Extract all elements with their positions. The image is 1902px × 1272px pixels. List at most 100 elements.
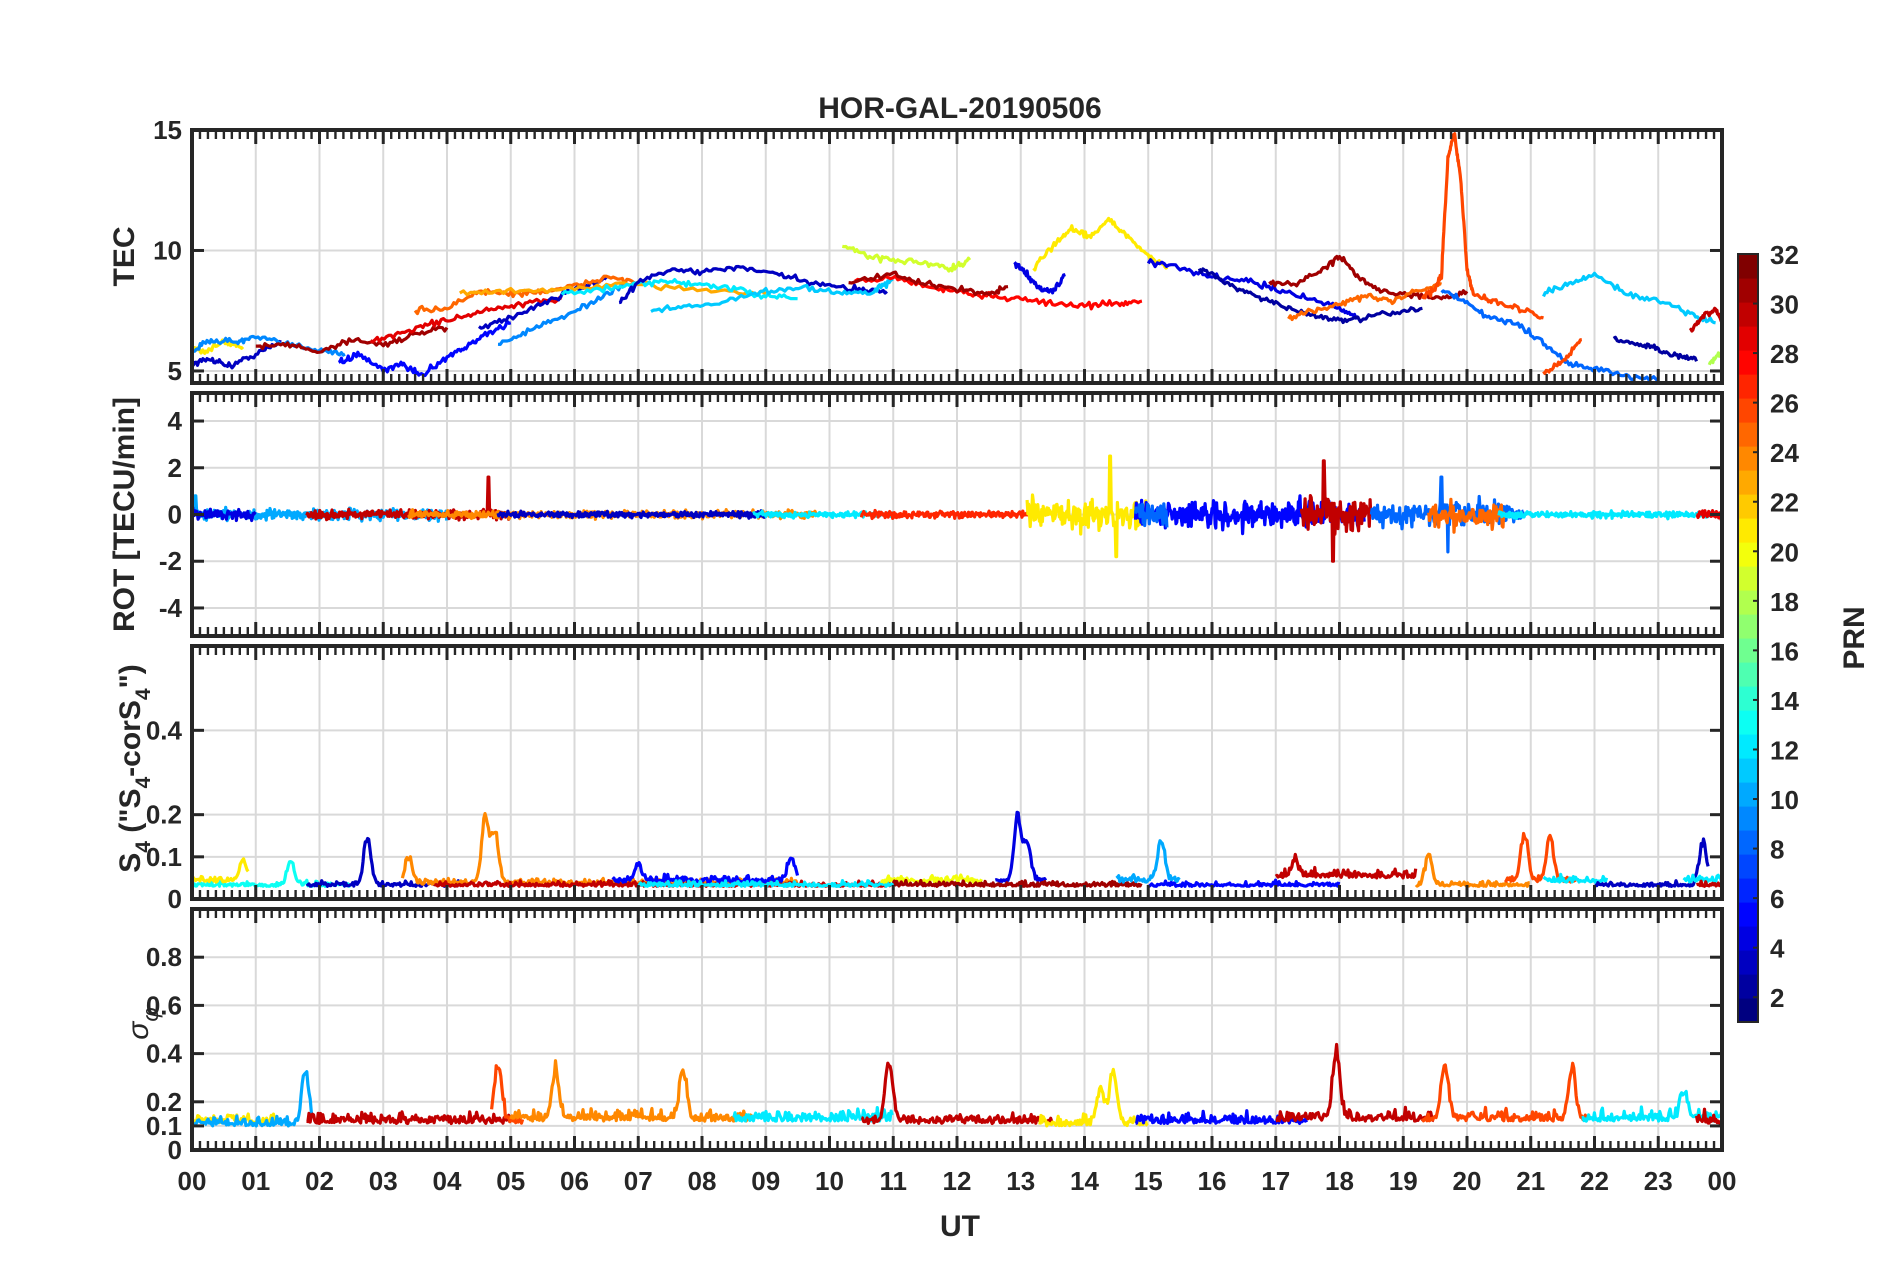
x-tick-label: 02 — [305, 1166, 334, 1196]
series-line-tec-prn9-7 — [497, 282, 626, 346]
colorbar-band — [1738, 638, 1758, 663]
panel-rot: -4 -2 0 2 4 ROT [TECU/min] — [108, 391, 1724, 638]
series-line-tec-prn29-5 — [369, 296, 563, 344]
series-line-tec-prn28-13 — [854, 274, 1143, 311]
series-line-rot-prn21-7 — [1025, 454, 1150, 559]
colorbar-band — [1738, 494, 1758, 519]
series-line-sigma-prn30-9 — [1275, 1042, 1435, 1123]
series-line-tec-prn31-20 — [1268, 254, 1469, 301]
series-line-sigma-prn21-7 — [1038, 1067, 1149, 1128]
series-line-sigma-prn26-10 — [1420, 1061, 1589, 1123]
x-tick-label: 14 — [1070, 1166, 1099, 1196]
x-tick-label: 01 — [241, 1166, 270, 1196]
x-tick-label: 05 — [496, 1166, 525, 1196]
y-tick-label: 0 — [168, 500, 182, 530]
y-axis-label-rot: ROT [TECU/min] — [108, 397, 141, 632]
chart-title: HOR-GAL-20190506 — [818, 92, 1101, 125]
panel-tec: 5 10 15 TEC — [108, 115, 1724, 386]
colorbar-tick-label: 28 — [1770, 339, 1799, 369]
colorbar-band — [1738, 854, 1758, 879]
series-line-s4-prn12-15 — [1542, 872, 1609, 884]
x-tick-label: 22 — [1580, 1166, 1609, 1196]
series-line-sigma-prn30-12 — [1694, 1107, 1722, 1125]
series-line-sigma-prn12-11 — [1581, 1089, 1722, 1123]
colorbar-band — [1738, 758, 1758, 783]
x-tick-labels: 00 01 02 03 04 05 06 07 08 09 10 11 12 13 14 15 16 17 18 19… — [178, 1166, 1737, 1196]
series-line-tec-prn31-3 — [255, 325, 449, 354]
x-ticks-rot — [190, 393, 1724, 636]
series-line-tec-prn25-21 — [1287, 282, 1443, 322]
colorbar-band — [1738, 374, 1758, 399]
series-line-tec-prn2-26 — [1612, 335, 1698, 362]
series-line-s4-prn21-1 — [192, 857, 250, 884]
colorbar-tick-label: 30 — [1770, 290, 1799, 320]
series-line-tec-prn5-4 — [337, 319, 512, 378]
panel-sigma: 00.10.2 0.4 0.6 0.8 σφ — [122, 907, 1724, 1165]
y-tick-label: 0.8 — [146, 942, 182, 972]
colorbar-band — [1738, 302, 1758, 327]
x-tick-label: 04 — [433, 1166, 462, 1196]
y-axis-label-sigma: σφ — [122, 1007, 163, 1039]
series-group-tec — [192, 132, 1722, 382]
colorbar-band — [1738, 830, 1758, 855]
x-tick-label: 21 — [1516, 1166, 1545, 1196]
colorbar-band — [1738, 902, 1758, 927]
series-line-sigma-prn10-1 — [192, 1070, 315, 1128]
y-tick-label: 0.1 — [146, 1111, 182, 1141]
series-line-rot-prn30-10 — [1299, 459, 1373, 563]
series-line-sigma-prn26-3 — [490, 1064, 525, 1125]
colorbar-frame — [1737, 253, 1759, 1023]
colorbar-band — [1738, 782, 1758, 807]
series-line-tec-prn2-19 — [1197, 267, 1423, 325]
series-line-tec-prn21-17 — [1032, 216, 1169, 272]
series-line-tec-prn18-28 — [1707, 350, 1722, 366]
colorbar-band — [1738, 950, 1758, 975]
x-ticks-s4 — [190, 646, 1724, 899]
series-line-tec-prn19-15 — [841, 244, 972, 273]
series-line-tec-prn26-22 — [1420, 132, 1544, 320]
colorbar-band — [1738, 422, 1758, 447]
series-line-s4-prn3-16 — [1593, 837, 1710, 888]
colorbar-label: PRN — [1838, 606, 1871, 669]
series-line-sigma-prn30-6 — [860, 1061, 1054, 1126]
y-tick-label: 4 — [168, 406, 183, 436]
colorbar-tick-label: 20 — [1770, 537, 1799, 567]
series-line-s4-prn4-8 — [994, 810, 1048, 883]
x-tick-label: 08 — [688, 1166, 717, 1196]
y-axis-label-tec: TEC — [108, 227, 141, 287]
series-group-s4 — [192, 810, 1722, 888]
x-tick-label: 06 — [560, 1166, 589, 1196]
series-group-sigma — [192, 1042, 1722, 1128]
colorbar-tick-label: 14 — [1770, 686, 1799, 716]
series-line-s4-prn12-17 — [1682, 873, 1722, 884]
x-ticks-sigma — [190, 909, 1724, 1150]
colorbar-band — [1738, 614, 1758, 639]
colorbar-tick-label: 24 — [1770, 438, 1799, 468]
colorbar-band — [1738, 878, 1758, 903]
y-tick-label: 0.6 — [146, 990, 182, 1020]
y-tick-label: 2 — [168, 453, 182, 483]
colorbar-band — [1738, 566, 1758, 591]
colorbar-band — [1738, 398, 1758, 423]
x-tick-label: 00 — [178, 1166, 207, 1196]
colorbar-tick-label: 18 — [1770, 587, 1799, 617]
y-tick-label: 0.4 — [146, 715, 183, 745]
series-line-tec-prn3-0 — [192, 339, 282, 370]
series-line-sigma-prn30-2 — [306, 1110, 512, 1126]
colorbar-tick-label: 12 — [1770, 735, 1799, 765]
colorbar-band — [1738, 542, 1758, 567]
x-tick-label: 19 — [1389, 1166, 1418, 1196]
y-tick-label: 0 — [168, 1135, 182, 1165]
series-line-rot-prn8-9 — [1133, 502, 1169, 528]
series-line-s4-prn10-10 — [1115, 839, 1181, 884]
series-line-rot-prn12-13 — [1497, 509, 1722, 521]
series-line-tec-prn11-24 — [1542, 271, 1716, 325]
y-tick-label: -4 — [159, 593, 183, 623]
series-line-tec-prn9-2 — [192, 334, 346, 357]
series-line-tec-prn25-8 — [413, 274, 640, 316]
series-line-s4-prn24-13 — [1414, 852, 1531, 888]
x-tick-label: 07 — [624, 1166, 653, 1196]
colorbar-tick-label: 8 — [1770, 835, 1784, 865]
